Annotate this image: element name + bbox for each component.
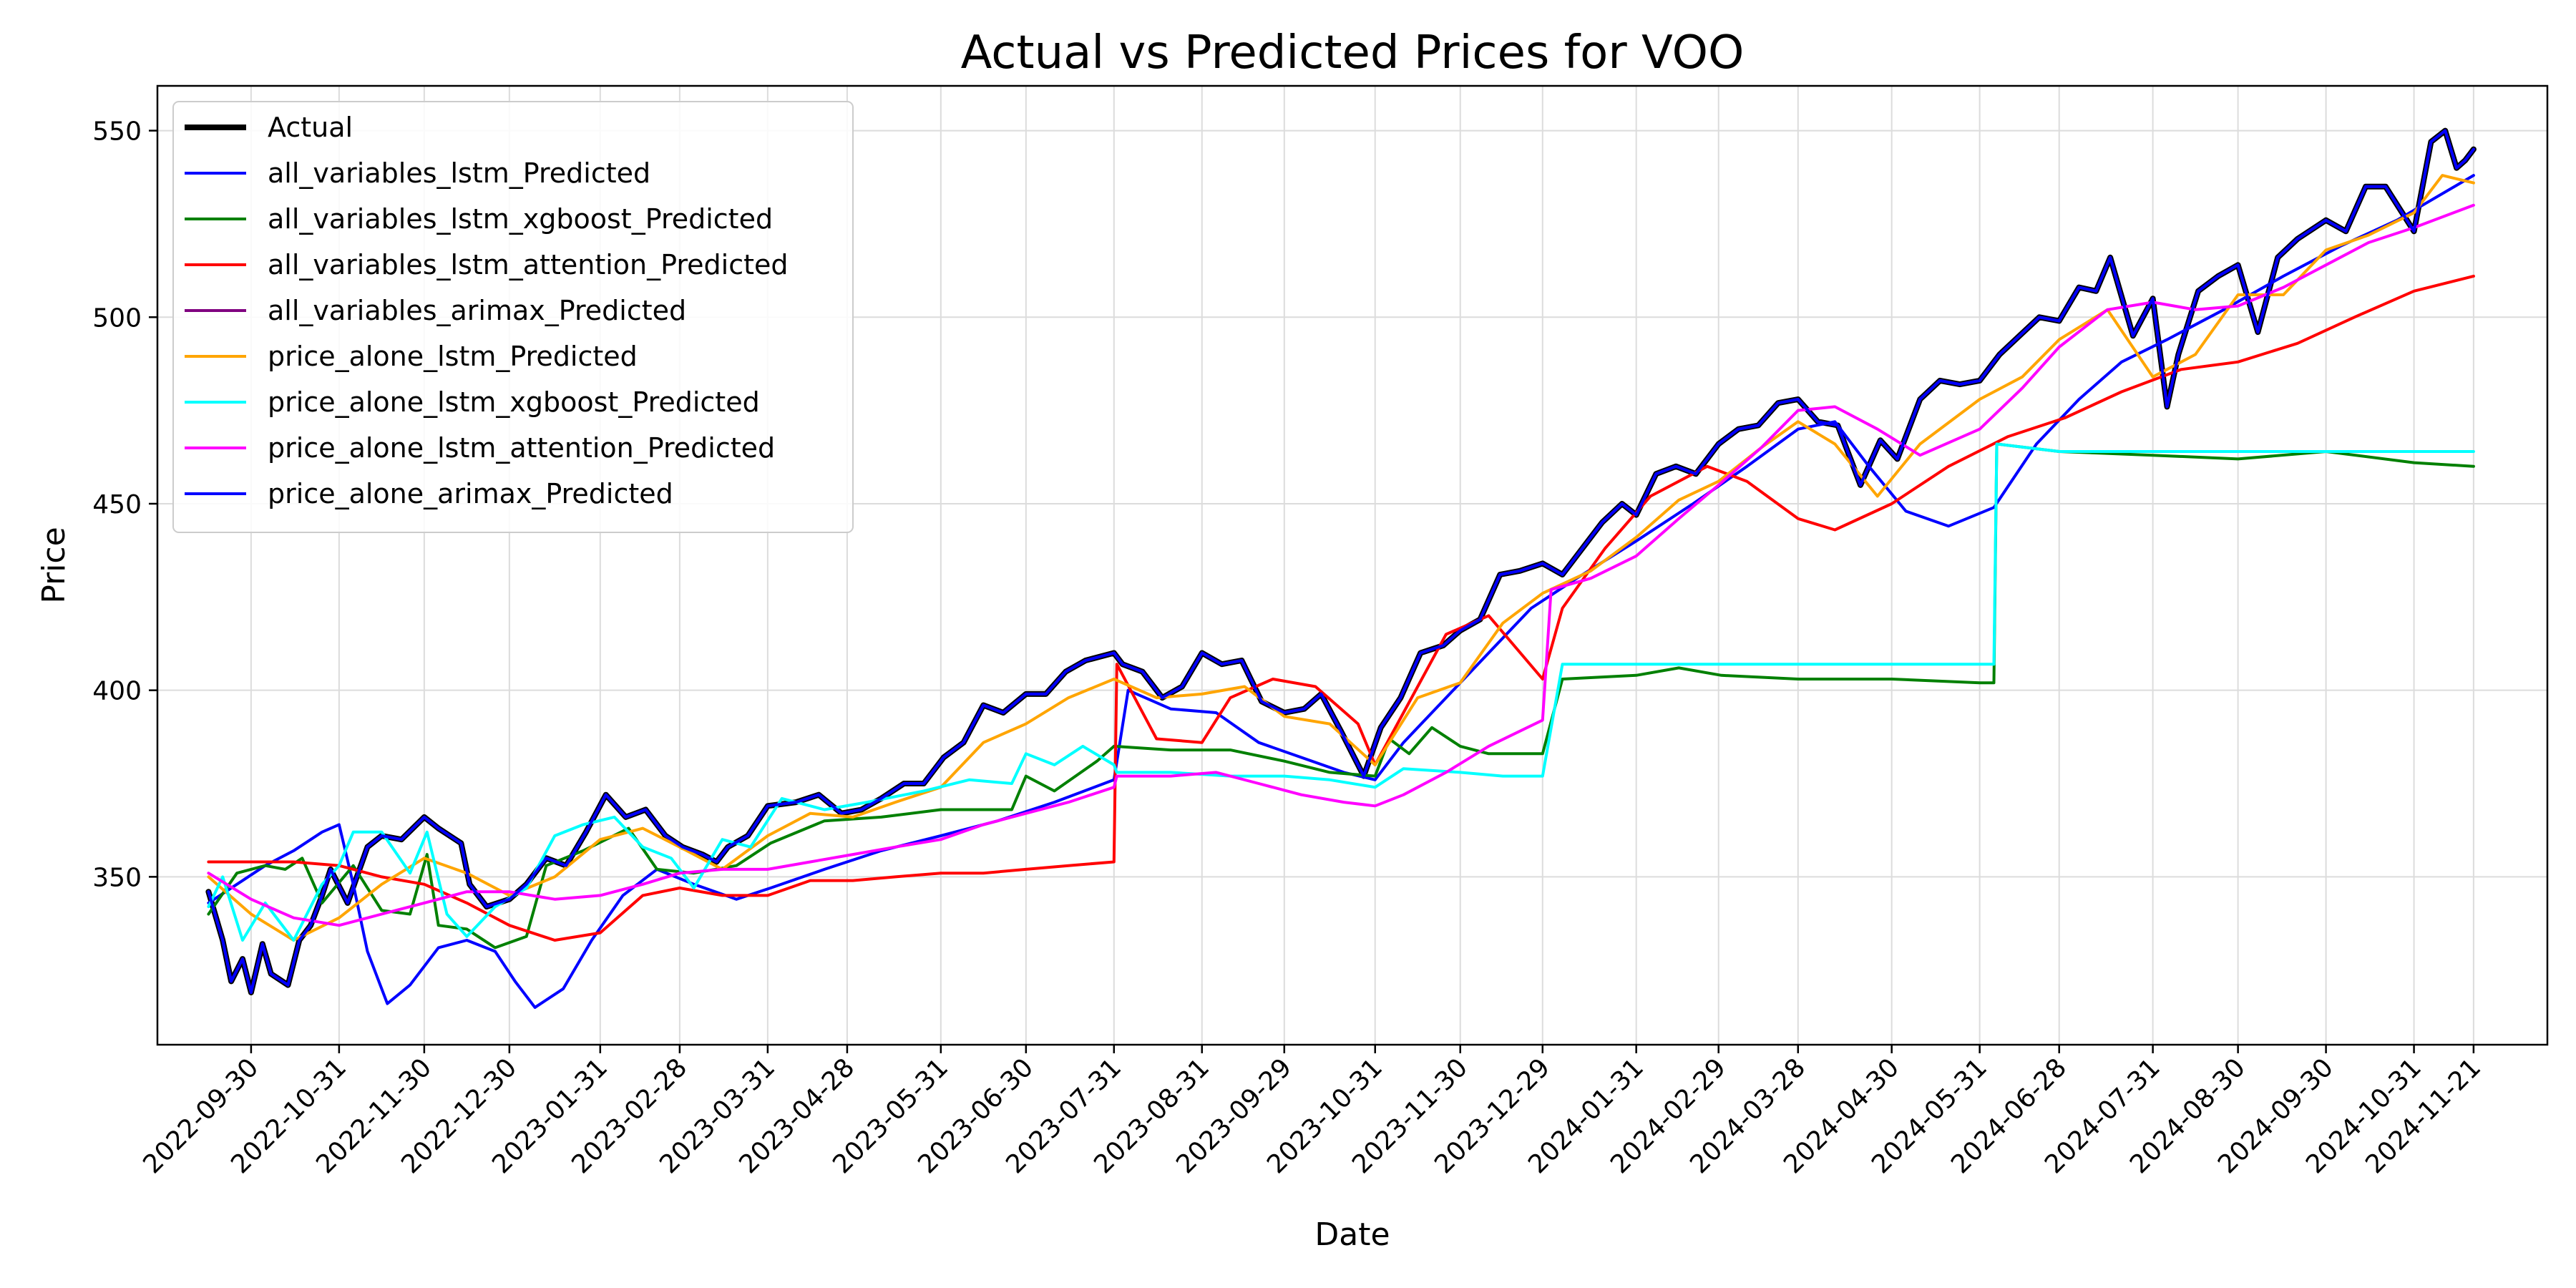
series-line-6 [207,174,2475,942]
legend-label: all_variables_lstm_Predicted [268,157,650,189]
x-axis-label: Date [1314,1216,1390,1253]
legend: Actual all_variables_lstm_Predicted all_va… [172,101,854,533]
legend-label: all_variables_lstm_xgboost_Predicted [268,203,773,235]
chart-title: Actual vs Predicted Prices for VOO [961,26,1745,79]
legend-label: price_alone_arimax_Predicted [268,478,673,509]
series-line-9 [207,129,2475,994]
y-tick-label: 450 [92,490,142,519]
legend-label: price_alone_lstm_Predicted [268,341,638,372]
legend-label: price_alone_lstm_xgboost_Predicted [268,386,760,418]
y-tick-label: 500 [92,303,142,333]
series-lines [205,127,2477,1009]
plot-frame [156,84,2549,1046]
legend-label: all_variables_lstm_attention_Predicted [268,249,789,280]
y-tick-label: 350 [92,863,142,892]
series-line-2 [207,174,2475,1009]
series-line-4 [207,274,2475,942]
series-line-8 [207,203,2475,927]
legend-label: price_alone_lstm_attention_Predicted [268,432,775,464]
legend-label: all_variables_arimax_Predicted [268,295,686,326]
legend-label: Actual [268,112,353,143]
y-tick-label: 400 [92,677,142,706]
series-line-7 [207,442,2475,942]
series-line-3 [207,442,2475,950]
y-tick-label: 550 [92,117,142,147]
y-axis-label: Price [36,527,72,603]
legend-box [172,101,854,533]
